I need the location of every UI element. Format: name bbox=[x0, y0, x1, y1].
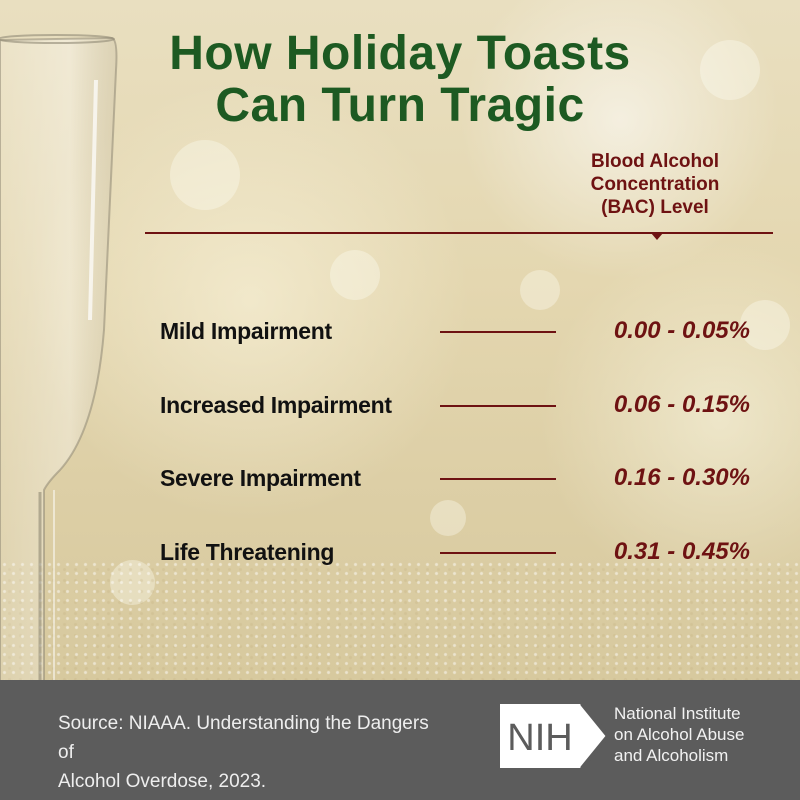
title-line-2: Can Turn Tragic bbox=[215, 79, 585, 132]
impairment-row: Mild Impairment 0.00 - 0.05% bbox=[0, 311, 800, 351]
bokeh-light bbox=[430, 500, 466, 536]
bac-header-line-1: Blood Alcohol bbox=[590, 151, 720, 172]
nih-logo: NIH bbox=[500, 702, 610, 770]
row-connector-line bbox=[440, 478, 556, 480]
impairment-label: Life Threatening bbox=[160, 539, 335, 565]
bokeh-light bbox=[170, 140, 240, 210]
bac-range: 0.16 - 0.30% bbox=[613, 464, 750, 491]
header-divider bbox=[145, 232, 773, 234]
impairment-label: Severe Impairment bbox=[160, 465, 361, 491]
title-line-1: How Holiday Toasts bbox=[169, 27, 631, 80]
divider-pointer-icon bbox=[651, 233, 663, 240]
institute-line-1: National Institute bbox=[614, 704, 741, 723]
row-connector-line bbox=[440, 331, 556, 333]
impairment-row: Increased Impairment 0.06 - 0.15% bbox=[0, 385, 800, 425]
row-connector-line bbox=[440, 405, 556, 407]
impairment-row: Life Threatening 0.31 - 0.45% bbox=[0, 532, 800, 572]
institute-line-3: and Alcoholism bbox=[614, 746, 729, 765]
impairment-row: Severe Impairment 0.16 - 0.30% bbox=[0, 458, 800, 498]
glitter-texture bbox=[0, 560, 800, 680]
institute-name: National Institute on Alcohol Abuse and … bbox=[614, 703, 794, 766]
bokeh-light bbox=[520, 270, 560, 310]
nih-logo-text: NIH bbox=[507, 717, 572, 759]
bokeh-light bbox=[110, 560, 155, 605]
impairment-label: Increased Impairment bbox=[160, 392, 392, 418]
bokeh-light bbox=[330, 250, 380, 300]
bokeh-light bbox=[700, 40, 760, 100]
impairment-label: Mild Impairment bbox=[160, 318, 332, 344]
institute-line-2: on Alcohol Abuse bbox=[614, 725, 745, 744]
row-connector-line bbox=[440, 552, 556, 554]
bokeh-light bbox=[740, 300, 790, 350]
bac-header-line-2: Concentration bbox=[590, 174, 720, 195]
page-title: How Holiday Toasts Can Turn Tragic bbox=[130, 28, 670, 132]
bac-column-header: Blood Alcohol Concentration (BAC) Level bbox=[565, 150, 745, 219]
bac-range: 0.00 - 0.05% bbox=[613, 317, 750, 344]
source-line-2: Alcohol Overdose, 2023. bbox=[58, 771, 267, 792]
bac-header-line-3: (BAC) Level bbox=[601, 197, 709, 218]
bac-range: 0.31 - 0.45% bbox=[613, 538, 750, 565]
bac-range: 0.06 - 0.15% bbox=[613, 391, 750, 418]
footer-bar bbox=[0, 680, 800, 800]
source-line-1: Source: NIAAA. Understanding the Dangers… bbox=[58, 713, 429, 763]
source-citation: Source: NIAAA. Understanding the Dangers… bbox=[58, 709, 448, 796]
champagne-glass-icon bbox=[0, 34, 118, 800]
